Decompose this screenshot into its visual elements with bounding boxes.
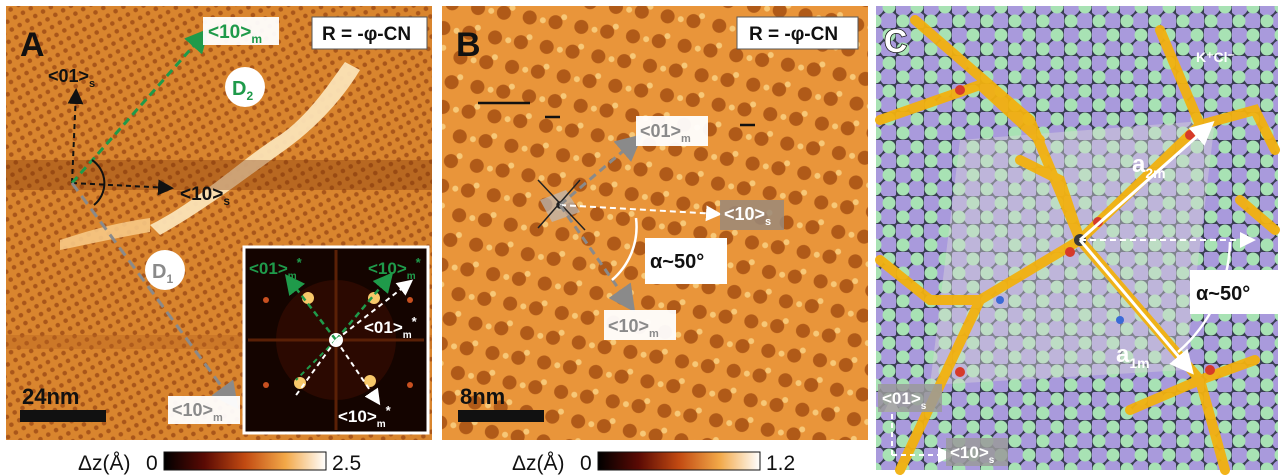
- fft-inset: <01>m* <10>m* <01>m* <10>m*: [242, 245, 430, 435]
- panel-b: B R = -φ-CN <01>m <10>s α~50° <10>m 8nm …: [442, 6, 868, 475]
- colorbar-a-label: Δz(Å): [78, 452, 131, 475]
- colorbar-a: [163, 451, 327, 471]
- scale-bar-b: [458, 410, 544, 422]
- arrow-01m-b: [559, 134, 643, 207]
- r-label-b: R = -φ-CN: [749, 24, 838, 45]
- panel-a-letter: A: [20, 26, 45, 64]
- inset-label-10m-top: <10>m*: [368, 255, 422, 282]
- arrow-10m-gray-a: [70, 182, 239, 410]
- inset-label-01m-mid: <01>m*: [364, 314, 418, 341]
- scale-bar-a: [20, 410, 106, 422]
- inset-label-01m: <01>m*: [249, 255, 303, 282]
- domain-d1-badge: [145, 250, 185, 290]
- arrow-10s-a: [71, 179, 174, 196]
- label-01s-c: <01>s: [882, 389, 927, 412]
- label-10s-c: <10>s: [950, 443, 995, 466]
- colorbar-a-min: 0: [146, 452, 158, 475]
- label-10s-a: <10>s: [180, 184, 230, 208]
- arrow-10m-green-a: [70, 28, 209, 184]
- domain-d2-label: D2: [232, 78, 253, 103]
- colorbar-b: [597, 451, 761, 471]
- arrow-10m-b: [558, 204, 636, 313]
- arrow-10s-b: [559, 204, 722, 222]
- r-label-box-a: [311, 16, 428, 50]
- vector-a1m: [1078, 239, 1194, 375]
- angle-label-c: α~50°: [1196, 283, 1250, 305]
- label-10m-b: <10>m: [608, 316, 659, 340]
- angle-label-b: α~50°: [650, 251, 704, 273]
- ions-label: K⁺Cl⁻: [1196, 49, 1235, 65]
- angle-arc-a: [91, 159, 106, 206]
- arrow-01s-a: [67, 88, 84, 184]
- panel-c: C K⁺Cl⁻ a2m a1m α~50° <01>s <10>s: [875, 6, 1280, 475]
- colorbar-b-min: 0: [580, 452, 592, 475]
- label-a1m: a1m: [1116, 341, 1150, 371]
- angle-arc-b: [611, 217, 638, 281]
- domain-d2-badge: [225, 67, 265, 107]
- label-10m-green-a: <10>m: [208, 22, 262, 46]
- panel-a: A R = -φ-CN <10>m <01>s <10>s D2 D1 <10>…: [6, 6, 432, 475]
- r-label-box-b: [736, 16, 859, 50]
- label-01m-b: <01>m: [640, 121, 691, 145]
- label-10s-b: <10>s: [724, 204, 771, 228]
- colorbar-b-label: Δz(Å): [512, 452, 565, 475]
- domain-boundary: [150, 62, 360, 235]
- scale-label-a: 24nm: [22, 384, 79, 409]
- r-label-a: R = -φ-CN: [322, 24, 411, 45]
- scale-label-b: 8nm: [460, 384, 505, 409]
- inset-label-10m-bottom: <10>m*: [338, 403, 392, 430]
- panel-b-letter: B: [456, 26, 481, 64]
- panel-c-letter: C: [884, 23, 907, 59]
- vector-a2m: [1079, 121, 1215, 242]
- colorbar-a-max: 2.5: [332, 452, 361, 475]
- panel-b-image: [442, 6, 868, 440]
- label-a2m: a2m: [1132, 151, 1166, 181]
- label-10m-gray-a: <10>m: [172, 400, 223, 424]
- colorbar-b-max: 1.2: [766, 452, 795, 475]
- label-01s-a: <01>s: [48, 66, 95, 90]
- domain-d1-label: D1: [152, 261, 173, 286]
